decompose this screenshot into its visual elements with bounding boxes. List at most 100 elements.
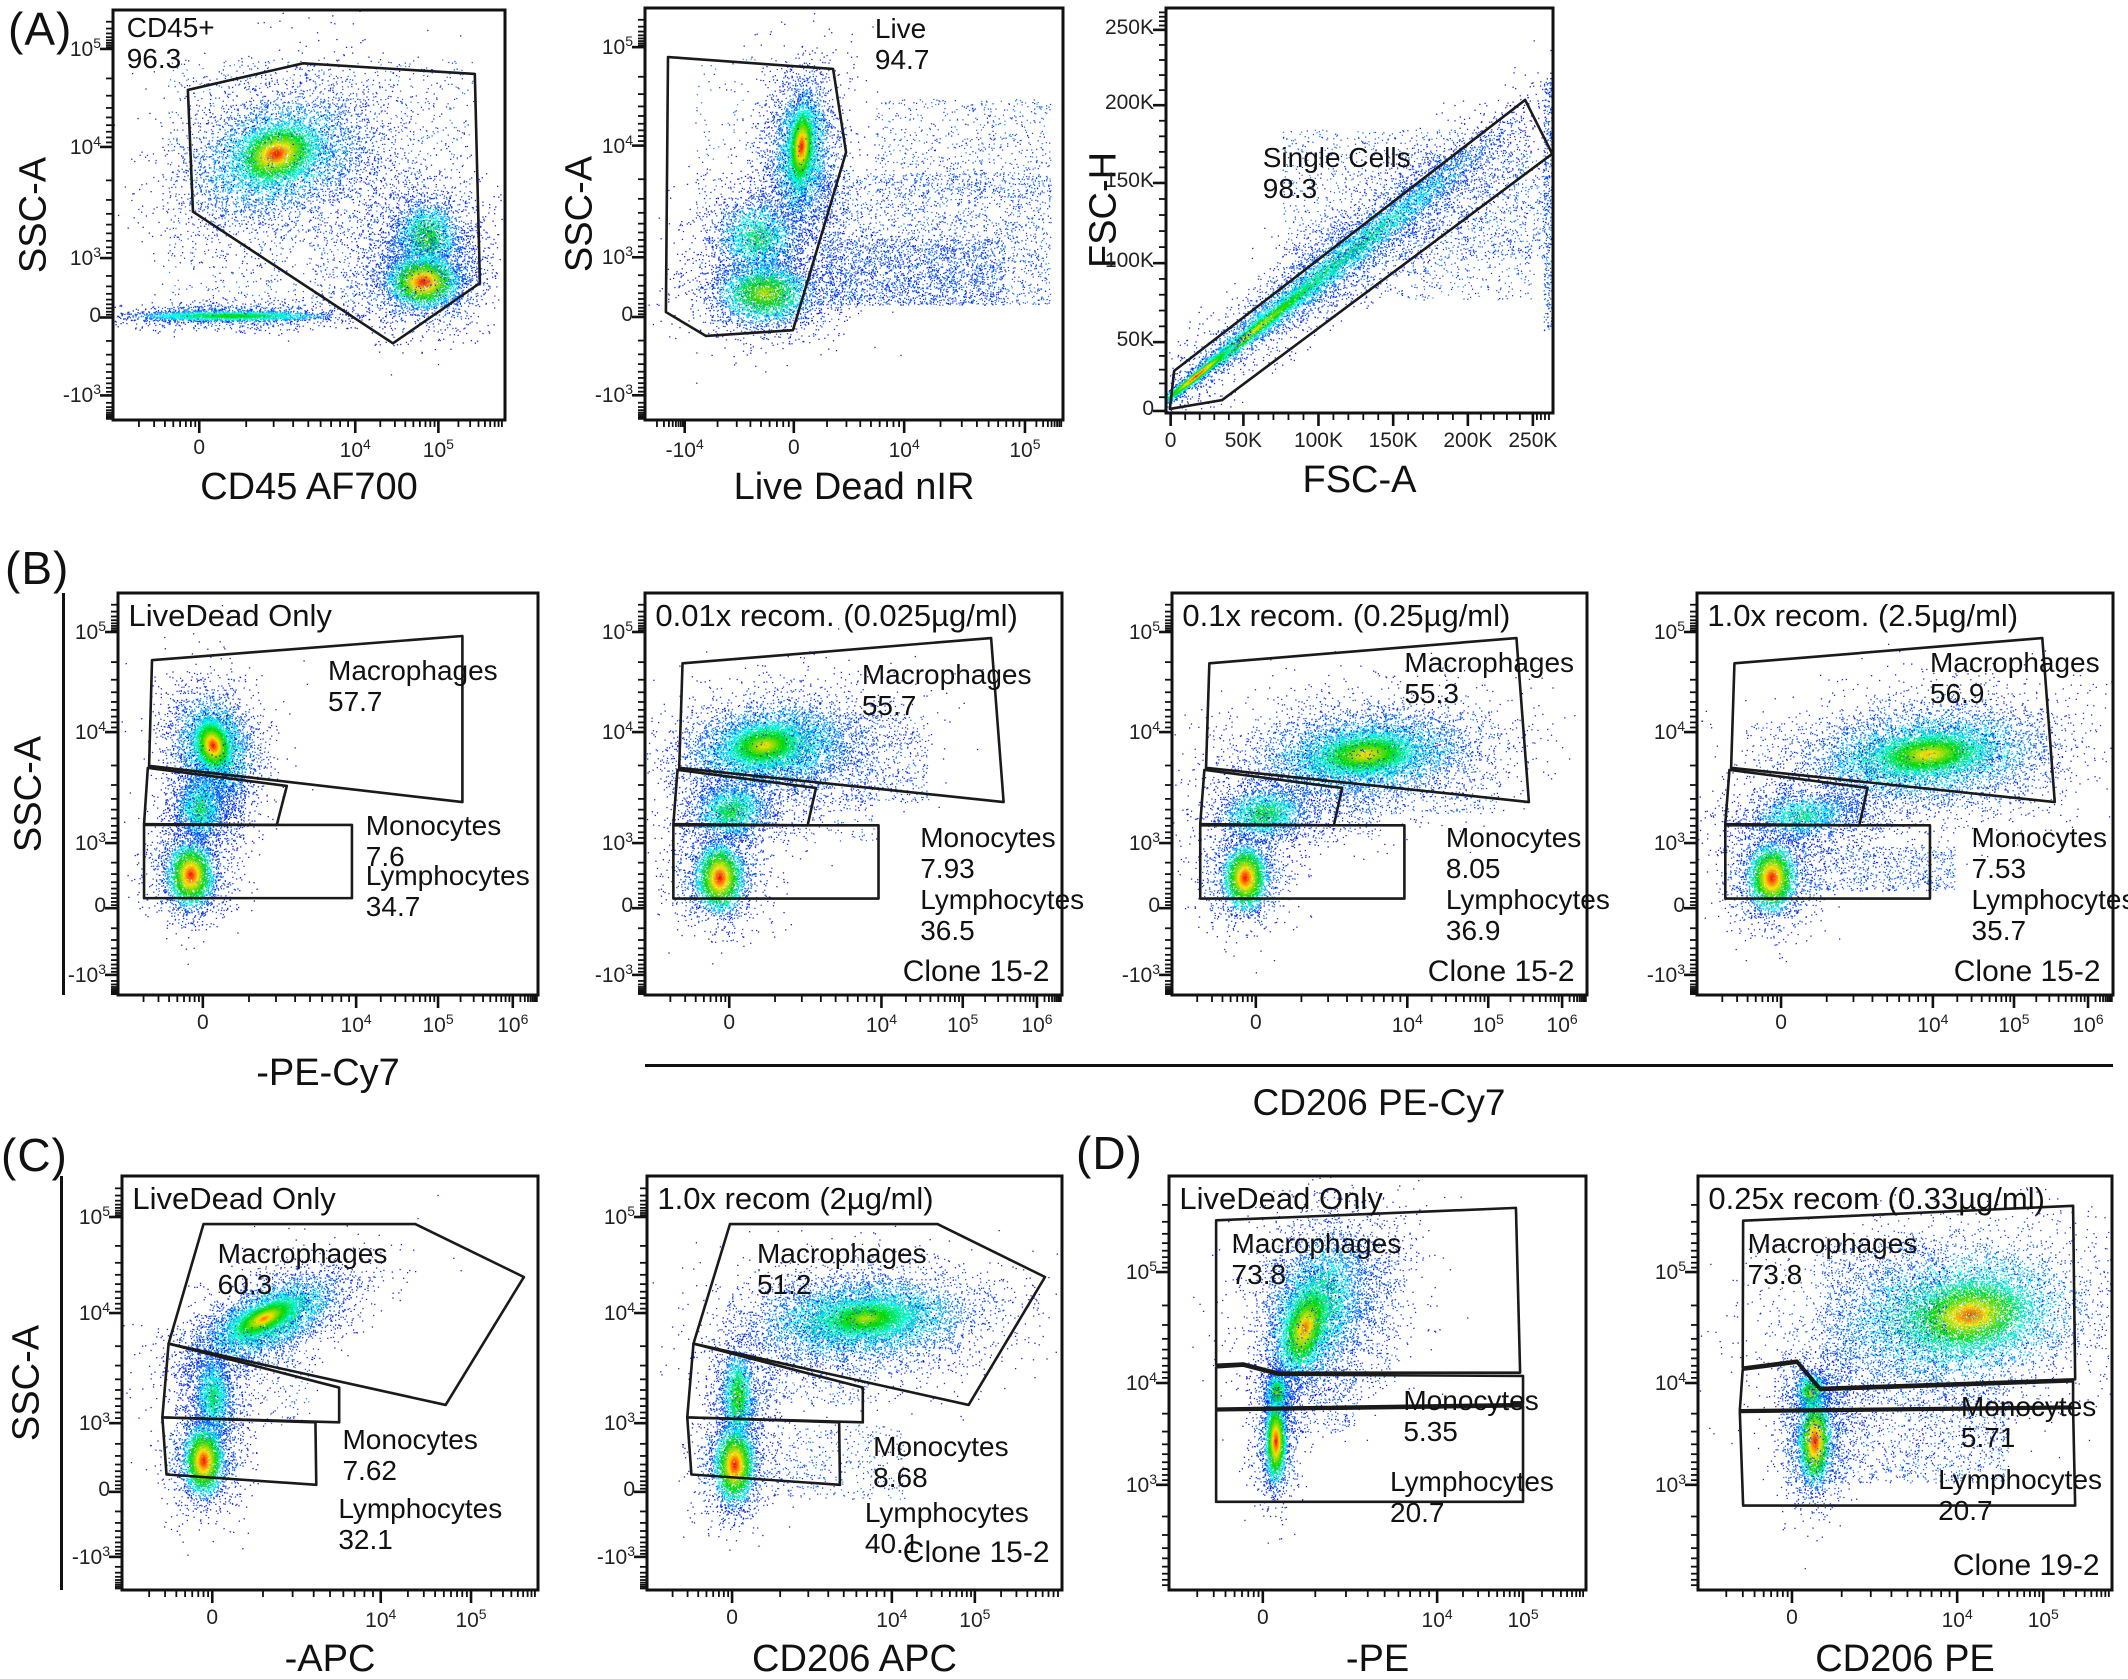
x-tick-label: 0 — [787, 436, 800, 459]
x-tick-label: 50K — [1224, 429, 1263, 452]
x-tick-label: 104 — [876, 1606, 908, 1632]
gate-label-single-cells: Single Cells 98.3 — [1262, 141, 1411, 204]
x-tick-label: 105 — [1507, 1606, 1539, 1632]
plot-frame-A1 — [100, 8, 507, 433]
dot-plot-C1 — [122, 1176, 538, 1590]
x-axis-title-C1: -APC — [284, 1638, 376, 1679]
clone-annotation-B4: Clone 15-2 — [1953, 954, 2101, 988]
plot-frame-C2 — [634, 1174, 1064, 1603]
gate-label-lymphocytes: Lymphocytes 36.9 — [1445, 884, 1610, 947]
y-tick-label: 103 — [1653, 829, 1685, 856]
y-tick-label: -103 — [1646, 960, 1685, 987]
gate-label-lymphocytes: Lymphocytes 32.1 — [338, 1492, 503, 1555]
clone-annotation-B3: Clone 15-2 — [1427, 954, 1575, 988]
gate-outline-macrophages — [167, 1222, 526, 1407]
gate-label-lymphocytes: Lymphocytes 40.1 — [864, 1496, 1029, 1559]
clone-annotation-B2: Clone 15-2 — [902, 954, 1050, 988]
y-tick-label: 103 — [1128, 829, 1160, 856]
y-tick-label: 103 — [1125, 1470, 1157, 1497]
y-tick-label: 100K — [1104, 249, 1154, 273]
y-tick-label: 104 — [1128, 718, 1160, 745]
plot-title-B4: 1.0x recom. (2.5µg/ml) — [1707, 597, 2019, 633]
gate-outline-lymphocytes — [142, 823, 354, 900]
y-tick-label: 105 — [601, 33, 633, 60]
x-tick-label: 106 — [1021, 1011, 1053, 1037]
y-tick-label: 0 — [621, 303, 633, 326]
x-tick-label: 0 — [206, 1606, 219, 1629]
x-axis-title-A3: FSC-A — [1302, 459, 1417, 501]
gate-outline-lymphocytes — [1198, 824, 1406, 900]
gate-label-cd45-: CD45+ 96.3 — [126, 12, 215, 75]
gate-outline-macrophages — [147, 634, 464, 804]
plot-frame-D2 — [1685, 1174, 2114, 1603]
plot-title-D1: LiveDead Only — [1179, 1180, 1383, 1216]
x-tick-label: 0 — [1786, 1606, 1798, 1629]
gate-label-macrophages: Macrophages 55.3 — [1404, 647, 1575, 710]
y-tick-label: 150K — [1104, 168, 1154, 192]
panel-letter-a: (A) — [8, 3, 73, 55]
gate-outline-macrophages — [1729, 636, 2057, 804]
gate-outline-macrophages — [677, 636, 1005, 804]
gate-outline-monocytes — [1738, 1361, 2075, 1412]
y-tick-label: 103 — [78, 1409, 110, 1436]
shared-x-axis-line — [645, 1064, 2113, 1067]
gate-label-monocytes: Monocytes 8.68 — [873, 1430, 1009, 1493]
x-tick-label: 150K — [1368, 429, 1418, 452]
y-tick-label: 105 — [1128, 617, 1160, 644]
gate-outline-macrophages — [1741, 1204, 2077, 1390]
y-tick-label: -103 — [1121, 960, 1160, 987]
x-tick-label: 104 — [339, 436, 371, 462]
gate-outline-monocytes — [1723, 768, 1869, 827]
x-tick-label: 100K — [1293, 429, 1343, 452]
x-tick-label: 105 — [422, 436, 454, 462]
x-tick-label: 0 — [196, 1011, 209, 1034]
x-axis-title-A1: CD45 AF700 — [200, 466, 418, 508]
gate-label-monocytes: Monocytes 8.05 — [1445, 822, 1582, 885]
gate-outline-lymphocytes — [1723, 824, 1932, 900]
x-axis-title-C2: CD206 APC — [752, 1638, 957, 1679]
y-tick-label: 0 — [89, 303, 101, 327]
plot-title-B1: LiveDead Only — [128, 597, 332, 633]
x-tick-label: 105 — [455, 1606, 487, 1632]
panel-letter-c: (C) — [1, 1129, 68, 1181]
y-tick-label: 103 — [74, 829, 106, 856]
y-tick-label: 50K — [1116, 328, 1154, 352]
x-tick-label: 0 — [193, 436, 206, 459]
gate-label-lymphocytes: Lymphocytes 20.7 — [1938, 1463, 2103, 1526]
gate-outline-macrophages — [692, 1222, 1047, 1407]
gate-label-monocytes: Monocytes 5.71 — [1960, 1391, 2097, 1454]
gate-label-macrophages: Macrophages 73.8 — [1231, 1227, 1402, 1290]
gate-label-lymphocytes: Lymphocytes 20.7 — [1390, 1465, 1554, 1528]
row-b-y-axis-line — [62, 593, 65, 995]
gate-label-live: Live 94.7 — [874, 12, 930, 75]
y-tick-label: 104 — [1653, 718, 1685, 745]
gate-outline-lymphocytes — [672, 824, 880, 900]
x-tick-label: 104 — [1941, 1606, 1973, 1632]
x-tick-label: 106 — [497, 1011, 529, 1037]
y-tick-label: 105 — [74, 617, 106, 644]
y-tick-label: 103 — [601, 243, 633, 270]
y-tick-label: 104 — [601, 131, 633, 158]
y-tick-label: 105 — [1654, 1258, 1686, 1285]
x-tick-label: 104 — [888, 436, 920, 462]
y-tick-label: 104 — [78, 1299, 110, 1326]
x-tick-label: 104 — [1917, 1011, 1949, 1037]
x-tick-label: 105 — [422, 1011, 454, 1037]
gate-outline-lymphocytes — [161, 1416, 318, 1487]
clone-annotation-C2: Clone 15-2 — [902, 1536, 1050, 1570]
plot-frame-B3 — [1159, 591, 1589, 1008]
gate-outline-cd45- — [186, 62, 482, 345]
y-tick-label: 103 — [1654, 1470, 1686, 1497]
plot-title-C2: 1.0x recom (2µg/ml) — [657, 1180, 934, 1216]
gate-outline-lymphocytes — [1738, 1406, 2077, 1507]
gate-outline-monocytes — [685, 1342, 865, 1424]
plot-title-B3: 0.1x recom. (0.25µg/ml) — [1182, 597, 1511, 633]
gate-label-lymphocytes: Lymphocytes 35.7 — [1971, 884, 2128, 947]
gate-label-lymphocytes: Lymphocytes 34.7 — [365, 860, 530, 923]
x-tick-label: 0 — [1775, 1011, 1787, 1034]
gate-label-monocytes: Monocytes 7.93 — [920, 822, 1056, 885]
y-tick-label: 250K — [1104, 15, 1154, 39]
x-tick-label: 105 — [947, 1011, 979, 1037]
y-tick-label: 0 — [623, 1477, 635, 1501]
panel-letter-b: (B) — [5, 542, 70, 594]
